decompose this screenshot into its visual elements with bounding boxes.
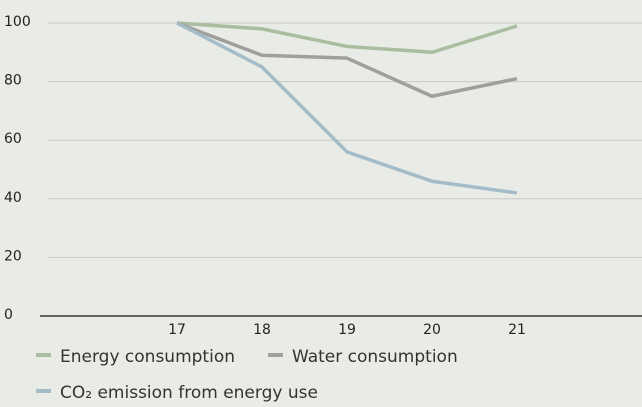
x-tick-label: 17 <box>168 322 186 338</box>
series-line <box>176 21 518 98</box>
y-tick-label: 40 <box>4 190 22 206</box>
series-line <box>176 21 518 55</box>
y-tick-label: 80 <box>4 73 22 89</box>
x-tick-label: 19 <box>338 322 356 338</box>
legend: Energy consumption Water consumption CO₂ e… <box>36 347 458 403</box>
y-tick-label: 100 <box>4 14 31 30</box>
x-tick-label: 21 <box>508 322 526 338</box>
legend-label: Energy consumption <box>60 347 235 367</box>
legend-label: CO₂ emission from energy use <box>60 383 318 403</box>
y-tick-label: 60 <box>4 131 22 147</box>
x-tick-label: 18 <box>253 322 271 338</box>
series-line <box>176 21 518 195</box>
x-tick-label: 20 <box>423 322 441 338</box>
legend-label: Water consumption <box>292 347 458 367</box>
y-tick-label: 0 <box>4 307 13 323</box>
y-tick-label: 20 <box>4 248 22 264</box>
